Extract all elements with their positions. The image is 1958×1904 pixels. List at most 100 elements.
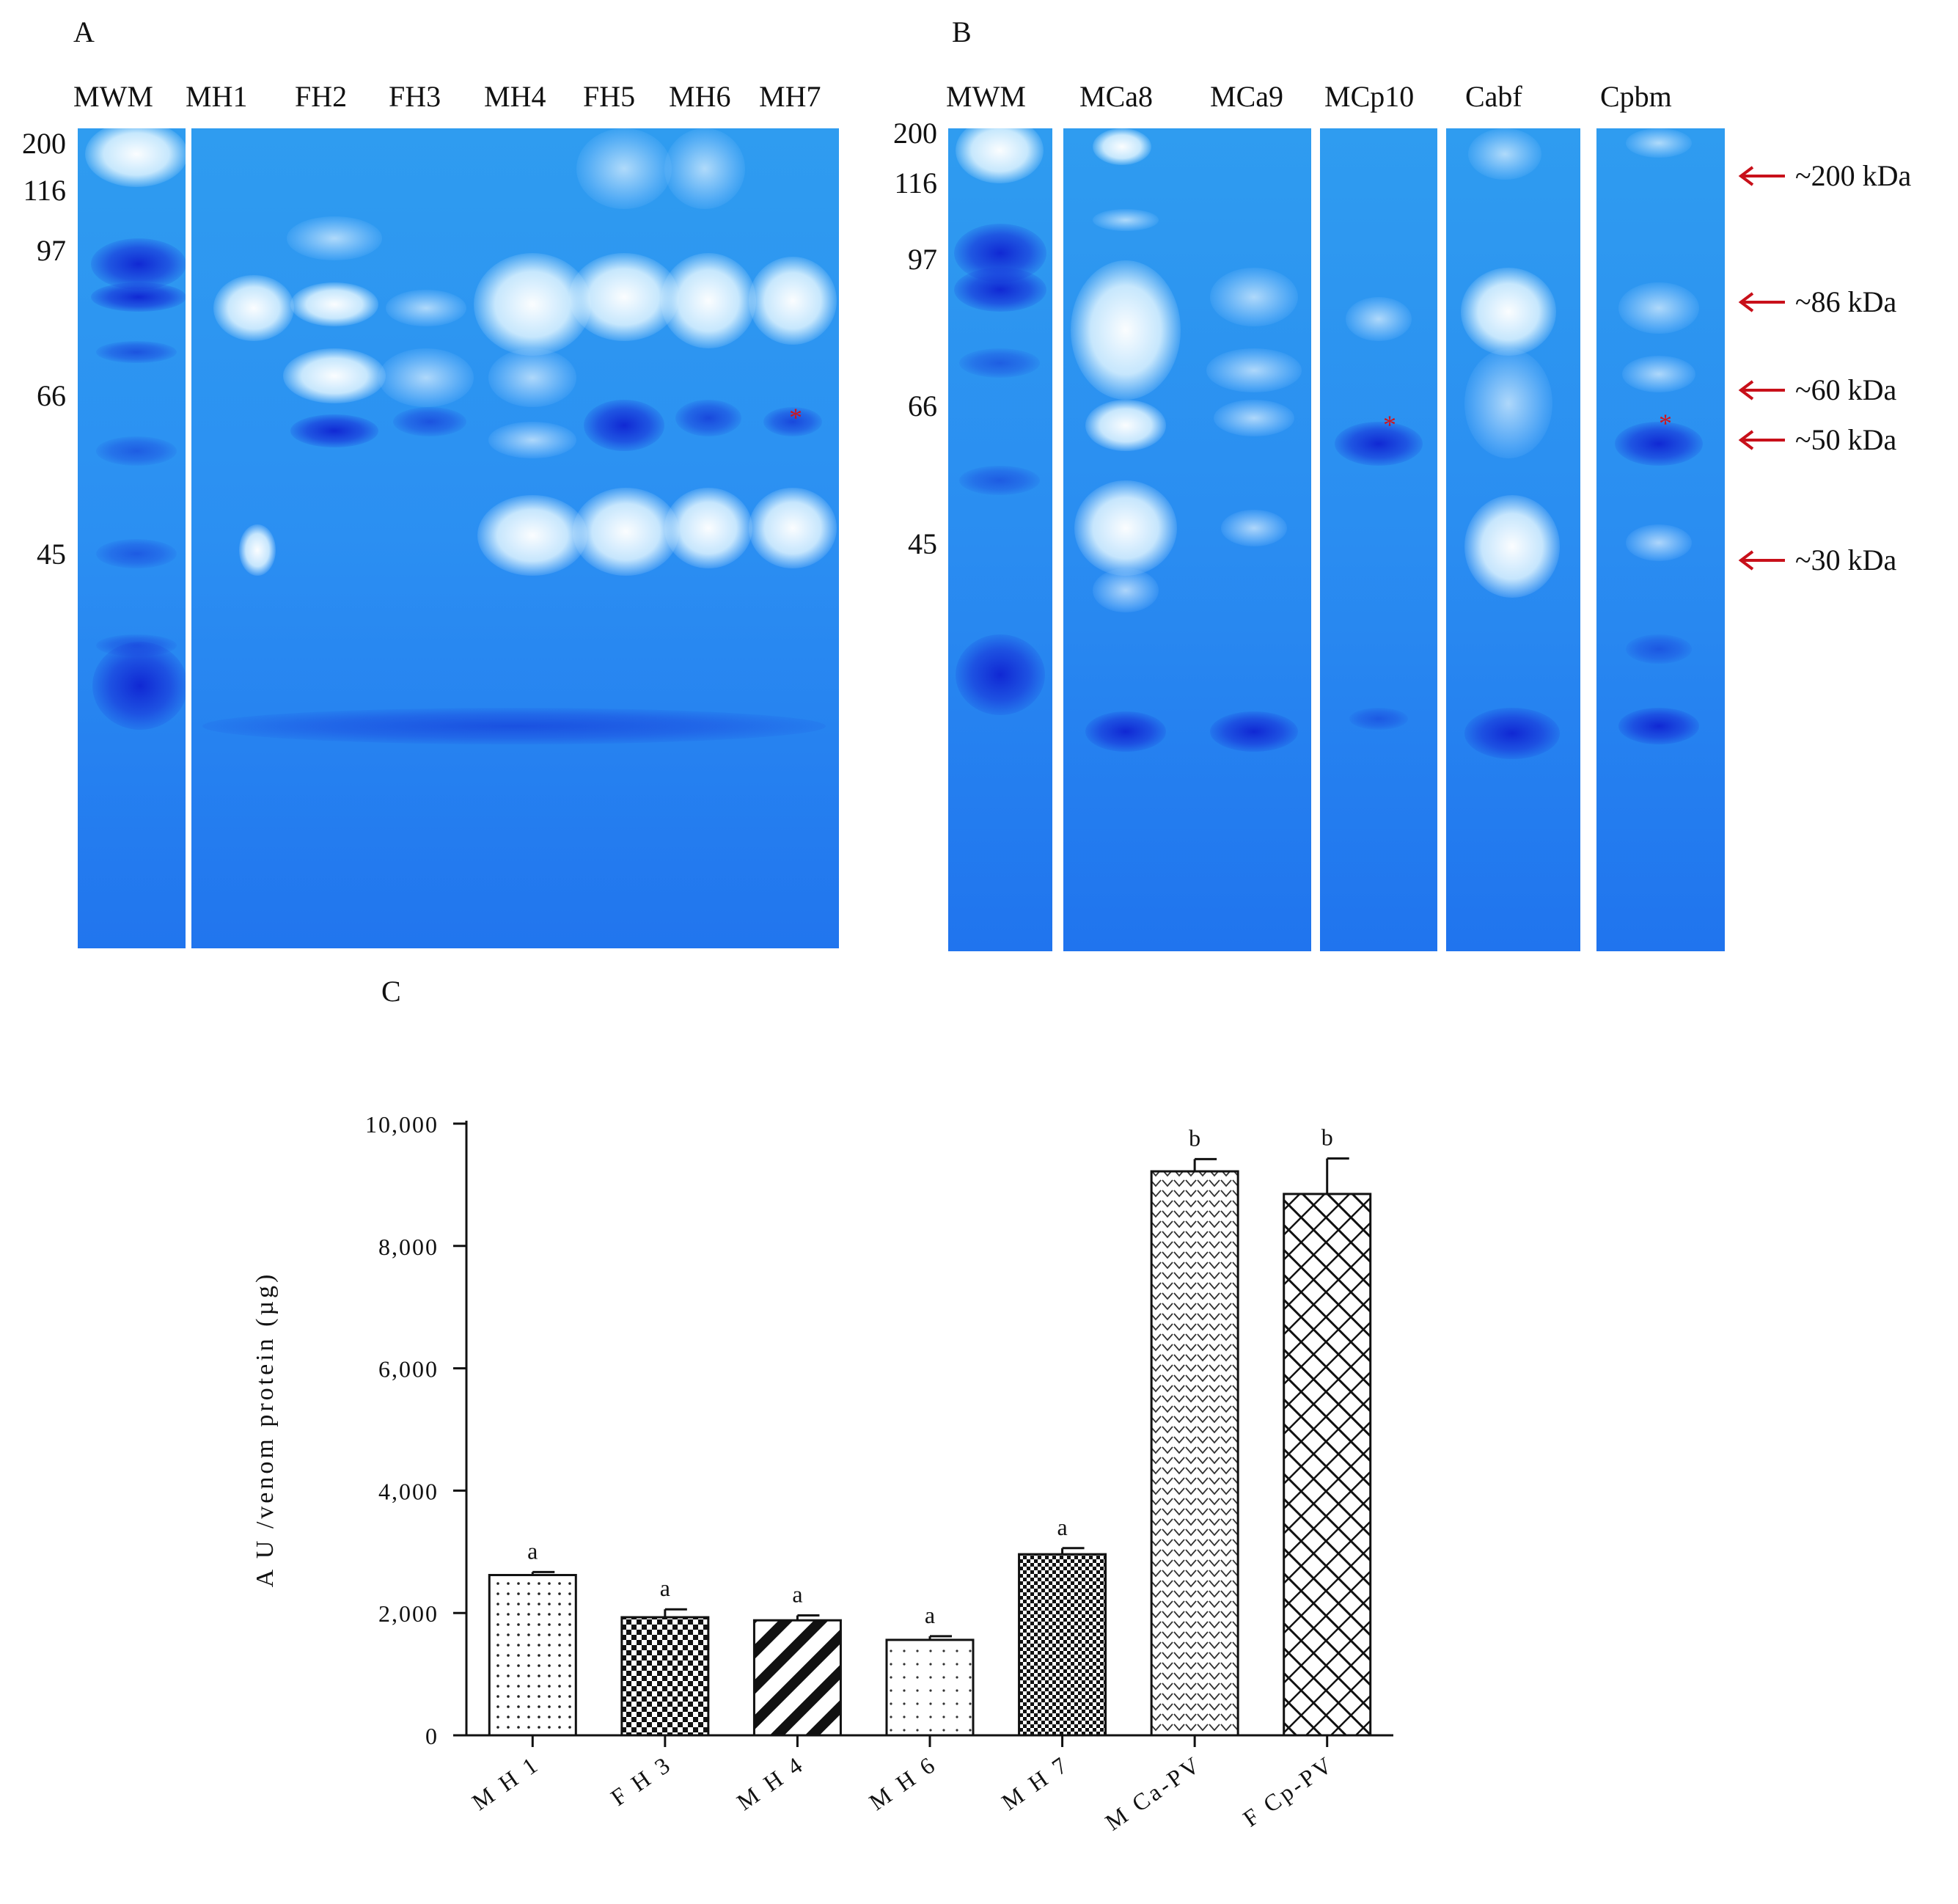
lane-label: MCa9 [1210,80,1283,113]
x-tick-label: M H 4 [732,1750,809,1815]
bar [752,1619,842,1737]
gel-band [1615,422,1703,466]
gel-band [290,414,378,447]
gel-band [386,290,466,326]
y-tick-label: 2,000 [378,1600,439,1627]
bar [1283,1193,1372,1737]
gel-band [213,275,294,341]
red-arrow-icon [1738,379,1785,400]
gel-band [664,128,745,209]
gel-image-b-cabf [1446,128,1580,951]
lane-label: FH2 [295,80,348,113]
lane-label: Cabf [1465,80,1522,113]
gel-band [1210,268,1298,326]
red-arrow-icon [1738,549,1785,571]
lane-label: MCp10 [1324,80,1415,113]
red-arrow-icon [1738,165,1785,186]
gel-band [954,268,1046,312]
gel-band [763,407,822,436]
gel-band [1221,510,1287,546]
arrow-label: ~60 kDa [1795,373,1897,406]
gel-band [1618,282,1699,334]
mw-marker-label: 45 [37,538,66,571]
x-tick-label: F H 3 [606,1750,677,1811]
gel-band [378,348,474,407]
gel-band [96,436,177,466]
gel-band [283,348,386,403]
arrow-label: ~86 kDa [1795,285,1897,318]
bar [488,1573,577,1737]
lane-label: MH6 [669,80,731,113]
significance-label: a [925,1602,935,1628]
gel-band [287,216,382,260]
arrow-annotation: ~86 kDa [1737,285,1896,319]
gel-band [675,400,741,436]
gel-band [92,642,188,730]
gel-band [1626,524,1692,561]
arrow-annotation: ~50 kDa [1737,422,1896,457]
gel-band [202,708,826,744]
gel-band [1349,708,1408,730]
gel-band [749,488,837,568]
gel-band [290,282,378,326]
gel-band [1461,268,1556,356]
red-arrow-icon [1738,429,1785,450]
mw-marker-label: 116 [23,174,66,207]
arrow-label: ~50 kDa [1795,423,1897,456]
significance-label: b [1189,1124,1200,1151]
lane-label: Cpbm [1600,80,1672,113]
gel-band [85,128,188,187]
x-tick-label: M H 6 [865,1750,942,1815]
asterisk-marker: * [1659,409,1672,438]
bar-chart: 0 2,000 4,000 6,000 8,000 10,000 A U /venom pr… [252,1111,1393,1836]
gel-image-b-cpbm [1596,128,1725,951]
x-tick-label: M H 1 [467,1750,544,1815]
y-tick-label: 4,000 [378,1478,439,1504]
gel-band [749,257,837,345]
bar [1150,1170,1239,1737]
gel-image-a [78,128,839,948]
bar [620,1616,710,1737]
y-axis-label: A U /venom protein (µg) [252,1272,279,1588]
bar [885,1638,975,1737]
gel-band [1346,297,1412,341]
lane-label: MH1 [186,80,248,113]
panel-c-letter: C [381,975,401,1008]
gel-band [1074,480,1177,576]
red-arrow-icon [1738,291,1785,312]
asterisk-marker: * [1383,410,1396,439]
gel-band [91,282,186,312]
gel-band [1626,634,1692,664]
significance-label: a [527,1537,538,1564]
gel-band [576,128,672,209]
gel-band [1206,348,1302,392]
gel-band [956,634,1045,715]
arrow-label: ~30 kDa [1795,543,1897,576]
arrow-annotation: ~60 kDa [1737,373,1896,407]
mw-marker-label: 97 [908,243,937,276]
x-tick-label: F Cp-PV [1238,1750,1339,1831]
gel-band [664,488,752,568]
gel-band [959,466,1040,495]
gel-band [1093,209,1159,231]
arrow-label: ~200 kDa [1795,159,1912,192]
significance-label: a [660,1575,670,1601]
mw-marker-label: 200 [22,127,66,160]
mw-marker-label: 66 [908,389,937,422]
mw-marker-label: 97 [37,234,66,267]
gel-band [1626,128,1692,158]
gel-band [96,539,177,568]
gel-band [1085,711,1166,752]
lane-label: MWM [946,80,1026,113]
gel-band [96,341,177,363]
y-tick-label: 10,000 [365,1111,439,1138]
gel-band [1464,495,1560,598]
gel-band [1335,422,1423,466]
lane-label: FH5 [583,80,636,113]
gel-image-b-mcp10 [1320,128,1437,951]
gel-band [1093,568,1159,612]
asterisk-marker: * [789,403,802,432]
gel-band [239,524,276,576]
gel-band [1464,348,1552,458]
y-tick-label: 6,000 [378,1356,439,1383]
